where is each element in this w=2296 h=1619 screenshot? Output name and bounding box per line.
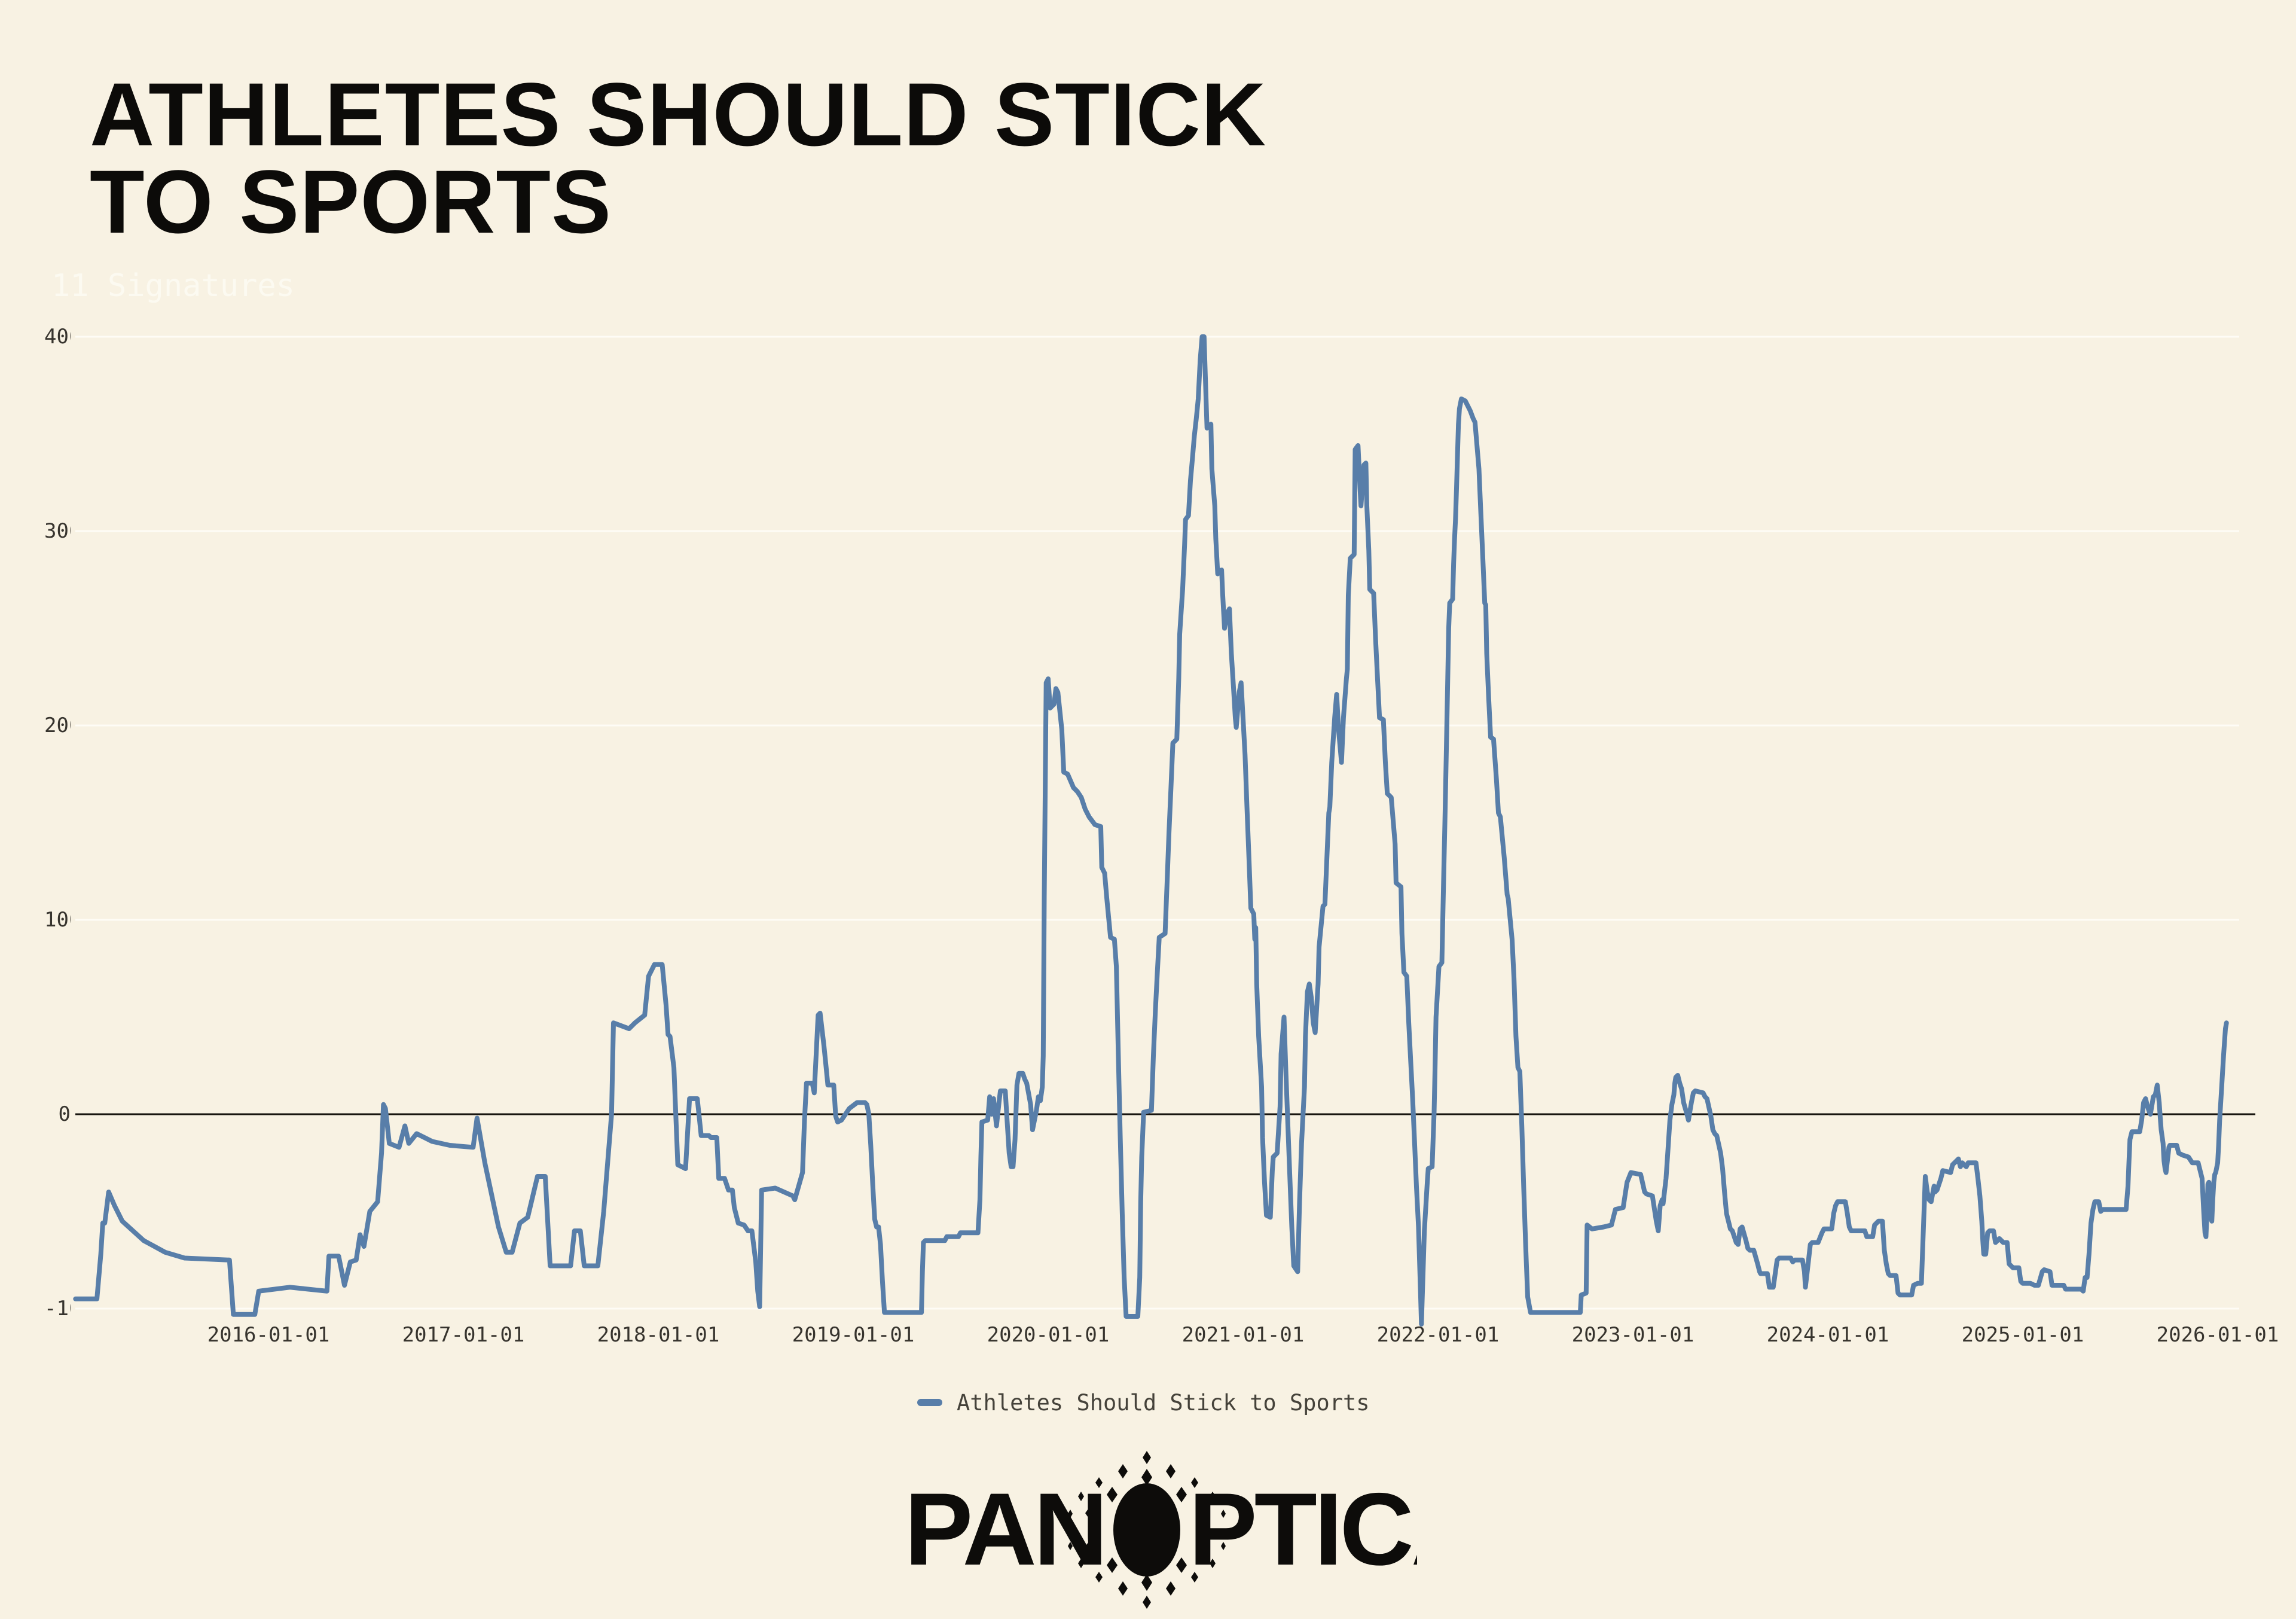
x-axis-label: 2023-01-01 bbox=[1571, 1323, 1694, 1347]
y-axis-label: 400 bbox=[44, 325, 71, 349]
panoptica-logo: PAN PTICA bbox=[905, 1451, 1417, 1609]
legend-swatch-icon bbox=[917, 1399, 942, 1406]
x-axis-label: 2018-01-01 bbox=[597, 1323, 720, 1347]
grid-lines bbox=[75, 336, 2255, 1310]
legend[interactable]: Athletes Should Stick to Sports bbox=[917, 1389, 1370, 1416]
x-axis-label: 2017-01-01 bbox=[402, 1323, 525, 1347]
legend-label: Athletes Should Stick to Sports bbox=[957, 1389, 1370, 1416]
series-line bbox=[73, 334, 2229, 1327]
x-axis-label: 2016-01-01 bbox=[207, 1323, 330, 1347]
x-axis-label: 2025-01-01 bbox=[1961, 1323, 2084, 1347]
x-axis-label: 2026-01-01 bbox=[2156, 1323, 2279, 1347]
x-axis-label: 2021-01-01 bbox=[1181, 1323, 1305, 1347]
x-axis-label: 2022-01-01 bbox=[1376, 1323, 1500, 1347]
y-axis-label: 0 bbox=[58, 1102, 71, 1126]
y-axis-label: -100 bbox=[44, 1297, 71, 1321]
signatures-watermark: 11 Signatures bbox=[51, 268, 295, 304]
data-line bbox=[73, 334, 2229, 1327]
page-title: ATHLETES SHOULD STICK TO SPORTS bbox=[90, 64, 1267, 252]
y-axis-label: 300 bbox=[44, 519, 71, 543]
x-axis-label: 2019-01-01 bbox=[792, 1323, 915, 1347]
y-axis-label: 100 bbox=[44, 908, 71, 932]
x-axis-label: 2024-01-01 bbox=[1766, 1323, 1889, 1347]
logo-text-pan: PAN bbox=[905, 1472, 1105, 1587]
logo-eye-icon bbox=[1113, 1483, 1180, 1577]
y-axis-label: 200 bbox=[44, 714, 71, 737]
logo-text-ptica: PTICA bbox=[1189, 1472, 1417, 1587]
x-axis-label: 2020-01-01 bbox=[987, 1323, 1110, 1347]
